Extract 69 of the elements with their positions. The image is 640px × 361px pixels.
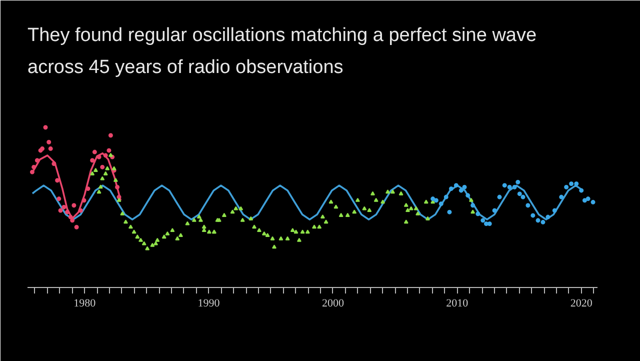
point (447, 210, 452, 214)
point (103, 153, 108, 158)
point (454, 183, 458, 188)
point (56, 196, 62, 202)
x-tick-label: 1980 (74, 298, 96, 310)
point (30, 170, 34, 174)
point (430, 196, 436, 202)
point (444, 194, 448, 200)
point (34, 158, 40, 163)
point (590, 200, 596, 204)
point (582, 198, 587, 203)
point (552, 208, 557, 213)
point (458, 188, 464, 193)
point (507, 184, 512, 190)
point (536, 218, 540, 223)
point (106, 148, 112, 153)
point (100, 164, 105, 170)
point (574, 182, 579, 186)
point (62, 204, 66, 210)
point (92, 150, 97, 154)
point (517, 192, 522, 196)
point (46, 140, 52, 144)
point (579, 188, 584, 193)
point (476, 212, 480, 216)
point (448, 186, 454, 191)
point (32, 164, 36, 170)
point (487, 222, 492, 226)
point (438, 202, 444, 206)
point (466, 193, 470, 198)
point (64, 210, 70, 214)
point (78, 208, 83, 213)
x-tick-label: 1990 (198, 298, 220, 310)
point (559, 194, 564, 200)
point (516, 180, 520, 184)
point (90, 158, 95, 163)
point (530, 213, 536, 218)
point (484, 222, 488, 226)
point (492, 208, 497, 213)
point (462, 184, 467, 190)
point (512, 184, 517, 190)
point (520, 194, 526, 200)
point (470, 203, 476, 208)
x-tick-label: 2000 (322, 298, 344, 310)
x-tick-label: 2010 (446, 298, 469, 310)
point (55, 178, 60, 183)
point (480, 218, 486, 223)
point (108, 133, 113, 138)
point (96, 154, 102, 160)
point (48, 146, 53, 151)
point (52, 161, 56, 166)
point (586, 196, 590, 202)
point (72, 203, 76, 208)
point (82, 198, 86, 203)
point (564, 184, 569, 190)
point (502, 183, 507, 188)
point (70, 218, 75, 223)
point (526, 203, 530, 208)
point (115, 184, 120, 190)
point (546, 214, 550, 220)
x-tick-label: 2020 (570, 298, 593, 310)
point (569, 182, 574, 186)
chart-title: They found regular oscillations matching a perfect sine wave across 45 years of radio observations (28, 25, 537, 78)
point (497, 194, 502, 200)
point (434, 198, 438, 203)
point (43, 125, 48, 130)
point (68, 214, 73, 220)
point (58, 208, 63, 213)
point (540, 220, 546, 224)
point (74, 224, 79, 230)
